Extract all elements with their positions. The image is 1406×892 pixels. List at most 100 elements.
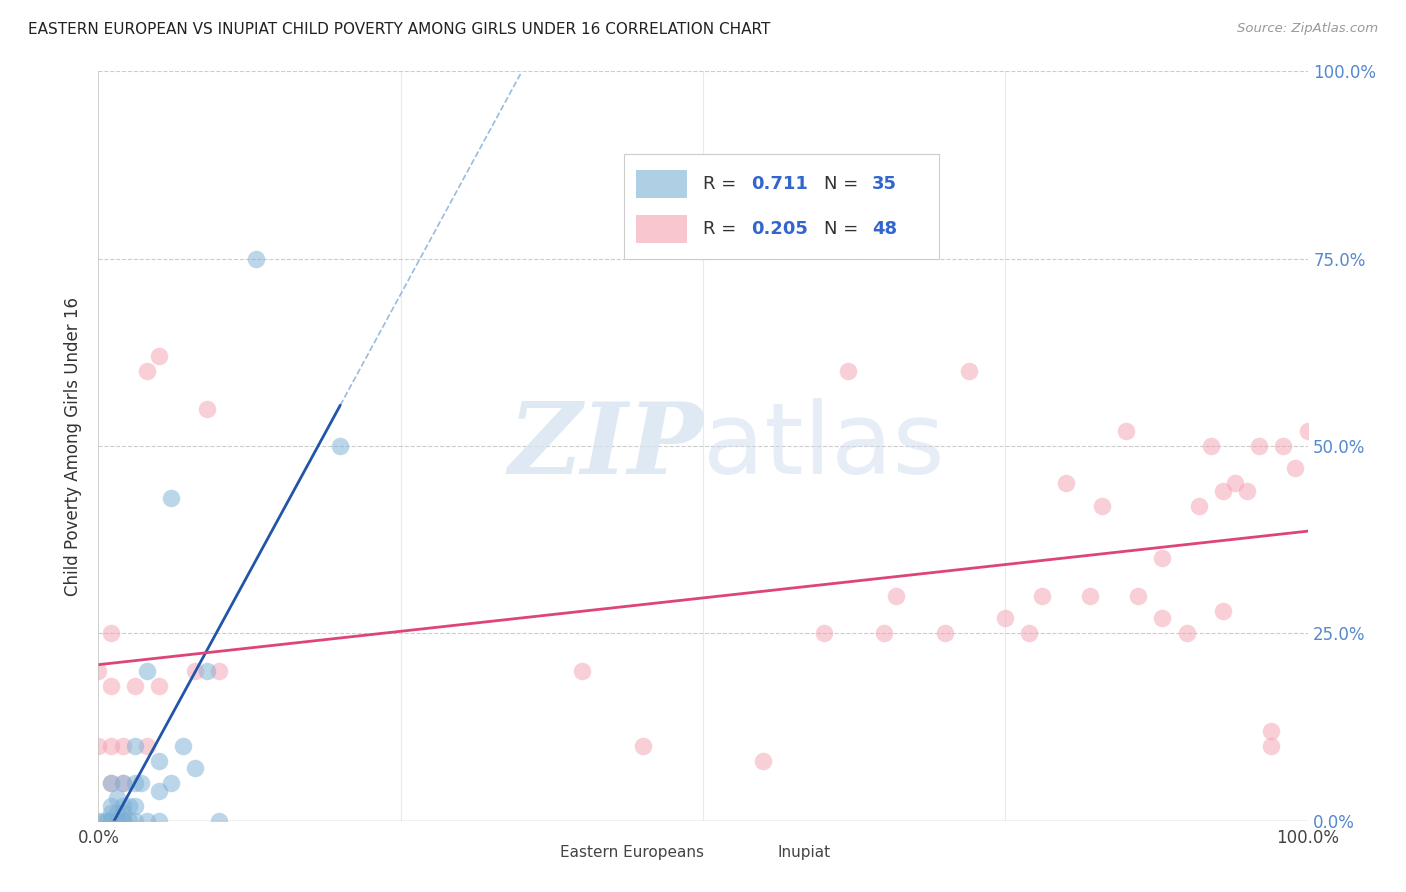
Point	[1175, 626, 1198, 640]
Point	[118, 814, 141, 828]
Point	[111, 806, 134, 821]
Point	[111, 814, 134, 828]
Point	[1284, 461, 1306, 475]
Point	[631, 739, 654, 753]
Point	[100, 679, 122, 693]
Point	[1199, 439, 1222, 453]
Point	[1018, 626, 1040, 640]
Point	[111, 776, 134, 790]
Point	[135, 739, 157, 753]
Point	[135, 664, 157, 678]
Point	[934, 626, 956, 640]
Point	[124, 798, 146, 813]
Point	[886, 589, 908, 603]
Point	[148, 783, 170, 797]
Point	[100, 814, 122, 828]
Point	[124, 739, 146, 753]
Point	[1212, 604, 1234, 618]
Point	[111, 776, 134, 790]
Point	[100, 806, 122, 821]
Text: EASTERN EUROPEAN VS INUPIAT CHILD POVERTY AMONG GIRLS UNDER 16 CORRELATION CHART: EASTERN EUROPEAN VS INUPIAT CHILD POVERT…	[28, 22, 770, 37]
Point	[1054, 476, 1077, 491]
FancyBboxPatch shape	[637, 215, 688, 243]
Point	[184, 664, 207, 678]
Text: Eastern Europeans: Eastern Europeans	[561, 845, 704, 860]
Point	[118, 798, 141, 813]
Text: R =: R =	[703, 219, 742, 237]
Point	[135, 364, 157, 378]
Point	[148, 754, 170, 768]
Point	[1031, 589, 1053, 603]
Point	[148, 349, 170, 363]
Text: R =: R =	[703, 175, 742, 193]
Point	[1152, 611, 1174, 625]
Point	[1296, 424, 1319, 438]
Text: 35: 35	[872, 175, 897, 193]
FancyBboxPatch shape	[737, 842, 772, 863]
Point	[208, 814, 231, 828]
Point	[100, 798, 122, 813]
Point	[160, 491, 183, 506]
Point	[172, 739, 194, 753]
FancyBboxPatch shape	[624, 153, 939, 259]
Text: atlas: atlas	[703, 398, 945, 494]
Point	[100, 739, 122, 753]
Point	[245, 252, 267, 266]
Point	[135, 814, 157, 828]
Text: N =: N =	[824, 175, 863, 193]
Point	[160, 776, 183, 790]
Text: Source: ZipAtlas.com: Source: ZipAtlas.com	[1237, 22, 1378, 36]
Point	[105, 806, 128, 821]
Point	[571, 664, 593, 678]
Point	[124, 814, 146, 828]
Point	[195, 401, 218, 416]
Text: N =: N =	[824, 219, 863, 237]
Point	[1115, 424, 1137, 438]
Y-axis label: Child Poverty Among Girls Under 16: Child Poverty Among Girls Under 16	[65, 296, 83, 596]
Point	[96, 814, 118, 828]
Point	[813, 626, 835, 640]
Text: 48: 48	[872, 219, 897, 237]
Point	[87, 664, 110, 678]
Point	[1188, 499, 1211, 513]
Text: 0.205: 0.205	[751, 219, 808, 237]
Point	[1260, 723, 1282, 738]
Point	[148, 814, 170, 828]
Point	[1212, 483, 1234, 498]
Point	[124, 776, 146, 790]
Point	[1128, 589, 1150, 603]
Point	[124, 679, 146, 693]
Point	[1249, 439, 1271, 453]
Point	[148, 679, 170, 693]
Point	[957, 364, 980, 378]
Point	[111, 739, 134, 753]
Point	[100, 776, 122, 790]
Point	[87, 739, 110, 753]
Text: ZIP: ZIP	[508, 398, 703, 494]
Point	[329, 439, 352, 453]
Point	[1236, 483, 1258, 498]
Point	[1272, 439, 1295, 453]
FancyBboxPatch shape	[637, 170, 688, 198]
Point	[105, 791, 128, 805]
Point	[184, 761, 207, 775]
Point	[873, 626, 896, 640]
Point	[1091, 499, 1114, 513]
Point	[1223, 476, 1246, 491]
Point	[837, 364, 859, 378]
Point	[208, 664, 231, 678]
Point	[129, 776, 152, 790]
Point	[752, 754, 775, 768]
Text: Inupiat: Inupiat	[778, 845, 831, 860]
Point	[195, 664, 218, 678]
FancyBboxPatch shape	[519, 842, 554, 863]
Point	[1078, 589, 1101, 603]
Point	[111, 814, 134, 828]
Point	[111, 798, 134, 813]
Point	[93, 814, 115, 828]
Point	[994, 611, 1017, 625]
Text: 0.711: 0.711	[751, 175, 808, 193]
Point	[1260, 739, 1282, 753]
Point	[1152, 551, 1174, 566]
Point	[100, 626, 122, 640]
